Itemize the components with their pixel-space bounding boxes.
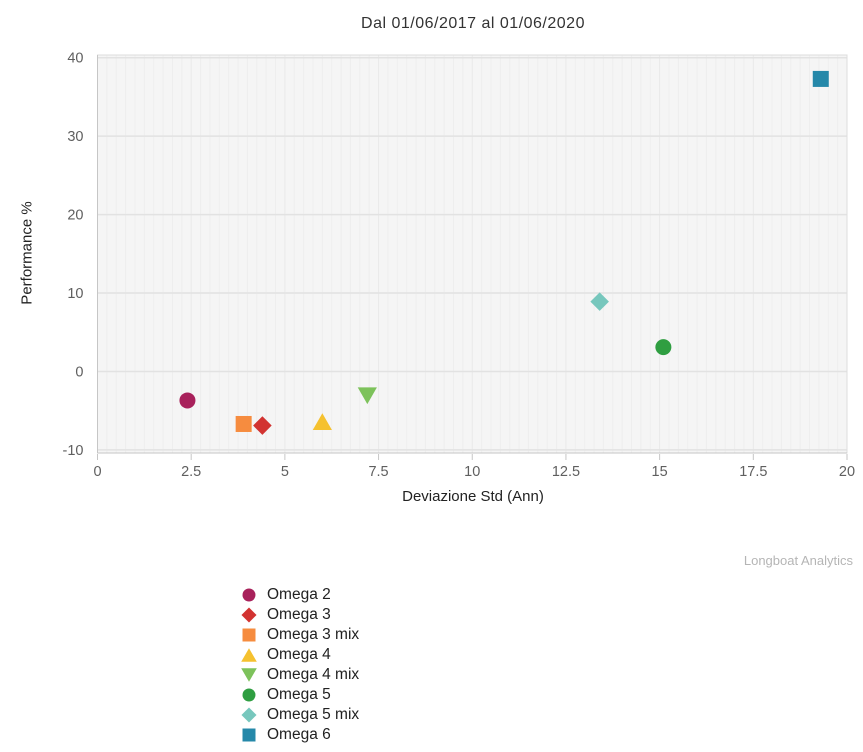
legend-marker-omega-4 (241, 648, 257, 662)
legend-label: Omega 5 mix (267, 706, 360, 723)
legend-marker-omega-5-mix (241, 707, 257, 723)
legend-marker-omega-6 (242, 728, 256, 742)
circle-icon (242, 588, 256, 602)
y-tick-label: 10 (67, 286, 83, 302)
x-tick-label: 17.5 (739, 464, 767, 480)
data-point-omega-5-mix[interactable] (590, 292, 609, 311)
y-axis-title: Performance % (18, 201, 36, 305)
y-tick-label: 40 (67, 51, 83, 67)
x-tick-label: 2.5 (181, 464, 201, 480)
data-point-omega-5[interactable] (655, 339, 672, 356)
legend-label: Omega 4 mix (267, 666, 360, 683)
triangle-down-icon (241, 668, 257, 682)
circle-icon (242, 688, 256, 702)
legend-item-omega-4[interactable]: Omega 4 (240, 645, 359, 665)
data-point-omega-4-mix[interactable] (357, 387, 377, 405)
data-point-omega-4[interactable] (312, 413, 332, 430)
scatter-plot: 0 2.5 5 7.5 10 12.5 15 17.5 20 -10 0 10 20 30 40 (63, 51, 856, 480)
legend-item-omega-2[interactable]: Omega 2 (240, 585, 359, 605)
data-point-omega-3-mix[interactable] (235, 415, 252, 432)
legend-label: Omega 3 (267, 606, 331, 623)
legend-marker-omega-5 (242, 688, 256, 702)
x-tick-label: 5 (281, 464, 289, 480)
x-axis-title: Deviazione Std (Ann) (402, 488, 544, 505)
x-tick-label: 7.5 (368, 464, 388, 480)
y-tick-label: 30 (67, 129, 83, 145)
x-tick-label: 0 (93, 464, 101, 480)
triangle-up-icon (241, 648, 257, 662)
legend-label: Omega 4 (267, 646, 331, 663)
legend-marker-omega-4-mix (241, 668, 257, 682)
square-icon (242, 628, 256, 642)
legend-item-omega-6[interactable]: Omega 6 (240, 725, 359, 745)
legend-marker-omega-3-mix (242, 628, 256, 642)
y-tick-label: 20 (67, 208, 83, 224)
data-point-omega-6[interactable] (812, 70, 829, 87)
y-tick-label: 0 (75, 364, 83, 380)
legend-item-omega-3-mix[interactable]: Omega 3 mix (240, 625, 359, 645)
legend-label: Omega 5 (267, 686, 331, 703)
x-tick-label: 15 (652, 464, 668, 480)
data-point-omega-2[interactable] (179, 392, 196, 409)
legend-label: Omega 2 (267, 586, 331, 603)
legend-item-omega-5-mix[interactable]: Omega 5 mix (240, 705, 359, 725)
legend-item-omega-3[interactable]: Omega 3 (240, 605, 359, 625)
legend-marker-omega-3 (241, 607, 257, 623)
y-tick-label: -10 (63, 443, 84, 459)
legend-label: Omega 6 (267, 726, 331, 743)
diamond-icon (241, 607, 257, 623)
diamond-icon (241, 707, 257, 723)
legend-item-omega-5[interactable]: Omega 5 (240, 685, 359, 705)
legend-label: Omega 3 mix (267, 626, 360, 643)
data-point-omega-3[interactable] (253, 416, 272, 435)
chart-legend: Omega 2 Omega 3 Omega 3 mix Omega 4 Omega 4 … (240, 585, 359, 745)
x-tick-label: 10 (464, 464, 480, 480)
square-icon (242, 728, 256, 742)
watermark-text: Longboat Analytics (743, 553, 853, 568)
legend-marker-omega-2 (242, 588, 256, 602)
x-tick-label: 12.5 (552, 464, 580, 480)
x-tick-label: 20 (839, 464, 855, 480)
chart-title: Dal 01/06/2017 al 01/06/2020 (361, 15, 585, 32)
legend-item-omega-4-mix[interactable]: Omega 4 mix (240, 665, 359, 685)
